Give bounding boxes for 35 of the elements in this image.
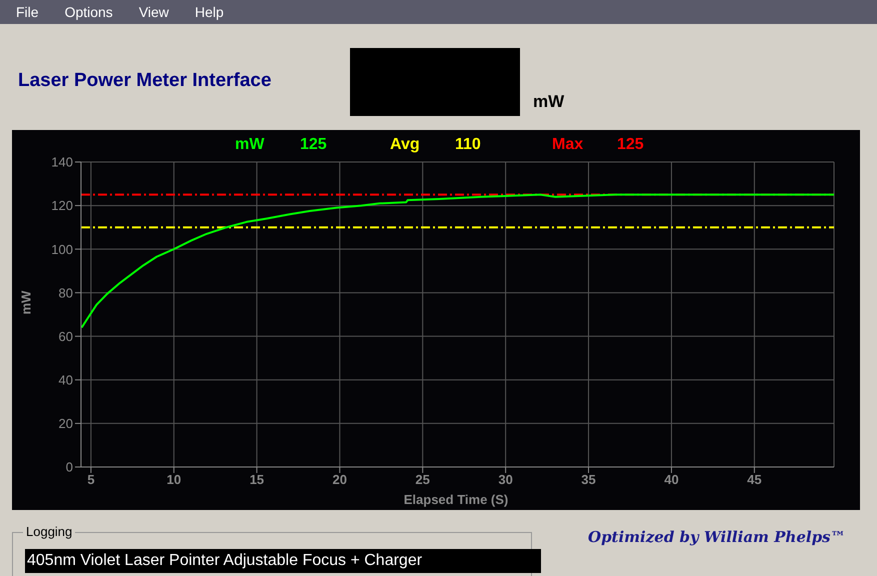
x-tick-label: 45 [747, 472, 762, 488]
y-tick-label: 20 [58, 416, 73, 432]
text: Options [64, 4, 113, 20]
y-axis-title: mW [18, 290, 34, 314]
x-tick-label: 25 [415, 472, 430, 488]
ref-line-label: Avg [390, 136, 420, 154]
y-tick-label: 120 [51, 198, 73, 214]
y-tick-label: 60 [58, 328, 73, 344]
text: 125 [300, 136, 327, 154]
y-tick-label: 80 [58, 285, 73, 300]
x-tick-label: 10 [166, 472, 182, 488]
x-tick-label: 15 [250, 472, 264, 488]
text: File [16, 4, 39, 20]
text: Help [194, 4, 224, 20]
text: mW [533, 92, 564, 112]
line-series [81, 194, 834, 329]
x-tick-label: 35 [581, 472, 596, 488]
text: mW [235, 136, 264, 154]
y-tick-label: 100 [51, 242, 73, 257]
text: Optimized by William Phelps™ [588, 528, 846, 546]
text: 405nm Violet Laser Pointer Adjustable Focus + Charger [25, 549, 541, 573]
text: Logging [23, 524, 76, 539]
y-tick-label: 40 [58, 372, 73, 388]
x-tick-label: 5 [87, 472, 95, 488]
x-tick-label: 40 [664, 472, 679, 488]
y-tick-label: 0 [66, 460, 73, 475]
chart-title: Laser Power Meter Interface [18, 70, 272, 92]
x-axis-title: Elapsed Time (S) [402, 492, 510, 507]
text: 125 [617, 136, 644, 154]
x-tick-label: 20 [332, 472, 347, 488]
text: View [138, 4, 169, 20]
ref-line-label: Max [552, 136, 584, 154]
y-tick-label: 140 [51, 154, 73, 170]
text: 110 [455, 136, 481, 154]
x-tick-label: 30 [498, 472, 513, 488]
